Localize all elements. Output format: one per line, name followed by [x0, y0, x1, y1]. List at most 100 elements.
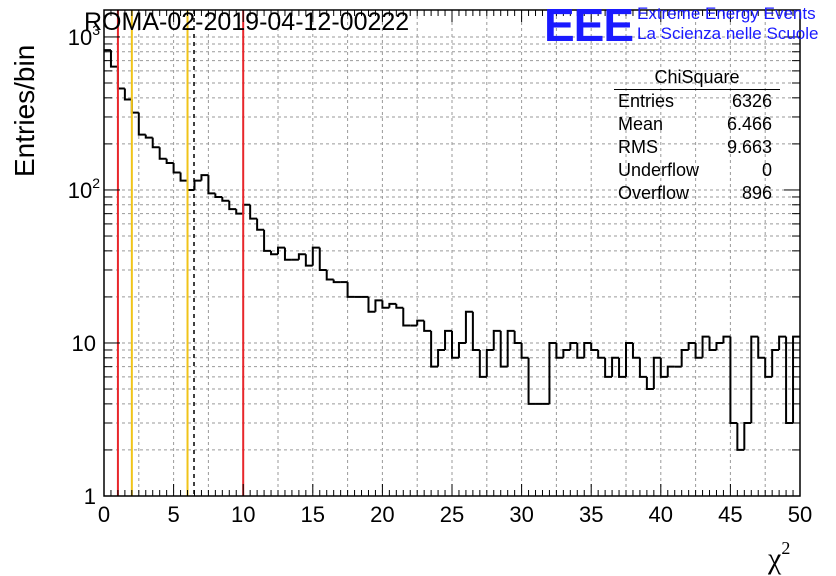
histogram-bin	[388, 302, 397, 308]
y-tick-label: 10	[72, 331, 96, 356]
histogram-bin	[715, 341, 724, 350]
histogram-bin	[736, 422, 745, 451]
histogram-bin	[228, 200, 237, 211]
histogram-bin	[297, 253, 306, 260]
stats-label: RMS	[618, 137, 658, 157]
histogram-bin	[604, 357, 613, 378]
histogram-bin	[687, 341, 696, 350]
stats-value: 0	[761, 160, 772, 180]
histogram-bin	[464, 310, 473, 343]
histogram-bin	[109, 50, 118, 68]
histogram-bin	[325, 269, 334, 281]
histogram-bin	[367, 296, 376, 313]
stats-value: 9.663	[726, 137, 772, 157]
histogram-bin	[137, 112, 146, 136]
histogram-bin	[158, 147, 167, 160]
histogram-bin	[743, 421, 752, 450]
stats-row-entries: Entries 6326	[612, 90, 776, 113]
eee-logo-mark: EEE	[544, 0, 634, 51]
histogram-bin	[792, 335, 800, 423]
histogram-bin	[214, 193, 223, 198]
y-axis-label: Entries/bin	[9, 44, 40, 177]
histogram-bin	[638, 357, 647, 378]
histogram-bin	[597, 349, 606, 359]
chart-title: ROMA-02-2019-04-12-00222	[84, 8, 410, 36]
histogram-bin	[764, 357, 773, 378]
histogram-bin	[207, 175, 216, 195]
histogram-bin	[520, 342, 529, 359]
histogram-bin	[172, 163, 181, 174]
stats-value: 6326	[731, 91, 772, 111]
histogram-bin	[680, 348, 689, 367]
histogram-bin	[729, 336, 738, 424]
histogram-bin	[165, 158, 174, 165]
histogram-bin	[283, 247, 292, 261]
x-tick-label: 30	[509, 502, 533, 527]
stats-label: Mean	[618, 114, 664, 134]
histogram-bin	[527, 357, 536, 405]
histogram-bin	[548, 341, 557, 404]
x-tick-label: 50	[788, 502, 812, 527]
histogram-bin	[151, 137, 160, 149]
histogram-bin	[659, 357, 668, 378]
histogram-bin	[263, 229, 272, 252]
histogram-bin	[555, 342, 564, 359]
histogram-bin	[590, 342, 599, 351]
histogram-bin	[576, 342, 585, 359]
histogram-bin	[179, 172, 188, 182]
y-tick-label: 1	[84, 484, 96, 509]
histogram-bin	[778, 335, 787, 350]
histogram-bin	[249, 204, 258, 220]
histogram-bin	[144, 134, 153, 139]
histogram-bin	[318, 247, 327, 271]
histogram-bin	[694, 342, 703, 359]
histogram-bin	[485, 348, 494, 377]
histogram-bin	[722, 335, 731, 343]
logo-line-1: Extreme Energy Events	[637, 4, 816, 23]
histogram-bin	[562, 348, 571, 358]
histogram-bin	[492, 329, 501, 350]
histogram-bin	[618, 357, 626, 378]
histogram-bin	[430, 330, 439, 368]
histogram-bin	[701, 335, 710, 358]
histogram-bin	[451, 330, 459, 359]
histogram-bin	[381, 300, 390, 309]
x-tick-label: 45	[718, 502, 742, 527]
histogram-bin	[583, 341, 592, 358]
histogram-bin	[304, 254, 313, 267]
stats-row-mean: Mean 6.466	[612, 113, 776, 136]
histogram-bin	[235, 209, 244, 215]
histogram-bin	[277, 246, 285, 255]
histogram-bin	[471, 311, 480, 351]
histogram-bin	[611, 356, 620, 377]
x-tick-label: 35	[579, 502, 603, 527]
histogram-bin	[771, 348, 780, 377]
histogram-bin	[631, 342, 640, 359]
histogram-bin	[666, 365, 675, 377]
histogram-bin	[402, 307, 411, 327]
stats-row-underflow: Underflow 0	[612, 159, 776, 182]
x-tick-label: 10	[231, 502, 255, 527]
stats-row-rms: RMS 9.663	[612, 136, 776, 159]
histogram-bin	[437, 348, 446, 367]
histogram-bin	[311, 246, 320, 266]
histogram-bin	[270, 250, 278, 256]
histogram-bin	[123, 88, 132, 101]
stats-row-overflow: Overflow 896	[612, 182, 776, 205]
histogram-bin	[757, 336, 766, 359]
x-tick-label: 20	[370, 502, 394, 527]
plot-area	[104, 10, 800, 496]
x-tick-label: 5	[167, 502, 179, 527]
histogram-bin	[708, 336, 717, 351]
histogram-bin	[499, 330, 508, 368]
stats-box: ChiSquare Entries 6326 Mean 6.466 RMS 9.…	[612, 66, 780, 205]
histogram-bin	[569, 341, 578, 350]
histogram-bin	[346, 282, 355, 298]
histogram-bin	[645, 376, 654, 391]
logo-line-2: La Scienza nelle Scuole	[637, 24, 819, 43]
histogram-bin	[256, 218, 265, 231]
histogram-bin	[625, 341, 633, 377]
stats-label: Entries	[618, 91, 675, 111]
histogram-bin	[374, 299, 383, 312]
stats-value: 6.466	[726, 114, 772, 134]
